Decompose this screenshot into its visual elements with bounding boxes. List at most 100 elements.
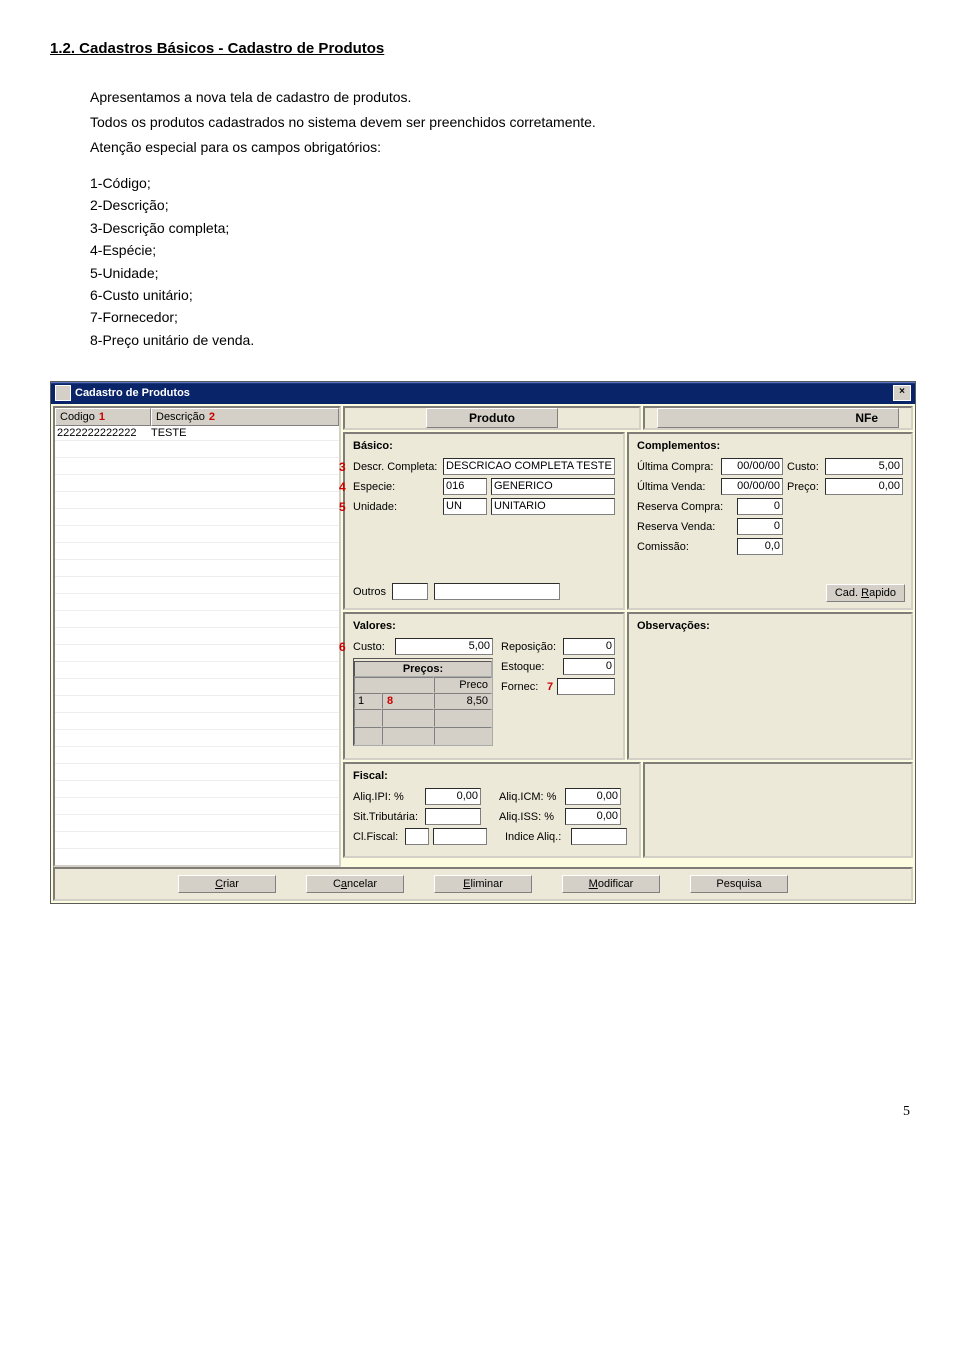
- section-title: 1.2. Cadastros Básicos - Cadastro de Pro…: [50, 40, 910, 57]
- descr-completa-label: Descr. Completa:: [353, 461, 439, 473]
- intro-line-1: Apresentamos a nova tela de cadastro de …: [90, 87, 910, 108]
- reserva-venda-value: 0: [737, 518, 783, 535]
- marker-8: 8: [387, 695, 393, 707]
- aliq-iss-label: Aliq.ISS: %: [499, 811, 561, 823]
- marker-1: 1: [99, 411, 105, 423]
- row-desc: TESTE: [149, 426, 339, 440]
- fornec-label: Fornec:: [501, 681, 543, 693]
- aliq-ipi-input[interactable]: 0,00: [425, 788, 481, 805]
- col-desc-label: Descrição: [156, 411, 205, 423]
- window-title: Cadastro de Produtos: [75, 387, 893, 399]
- especie-code-input[interactable]: 016: [443, 478, 487, 495]
- modificar-button[interactable]: Modificar: [562, 875, 660, 893]
- basico-panel: Básico: 3 Descr. Completa: DESCRICAO COM…: [343, 432, 625, 610]
- precos-header: Preços:: [354, 661, 492, 677]
- col-header-descricao[interactable]: Descrição 2: [151, 408, 339, 426]
- fiscal-spacer: [643, 762, 913, 858]
- tab-produto-panel: Produto: [343, 406, 641, 430]
- reserva-venda-label: Reserva Venda:: [637, 521, 733, 533]
- window-icon: [55, 385, 71, 401]
- fiscal-panel: Fiscal: Aliq.IPI: % 0,00 Aliq.ICM: % 0,0…: [343, 762, 641, 858]
- ultima-venda-label: Última Venda:: [637, 481, 717, 493]
- required-fields-list: 1-Código; 2-Descrição; 3-Descrição compl…: [90, 172, 910, 351]
- aliq-icm-input[interactable]: 0,00: [565, 788, 621, 805]
- cl-fiscal-input-1[interactable]: [405, 828, 429, 845]
- req-item-3: 3-Descrição completa;: [90, 217, 910, 239]
- tab-produto[interactable]: Produto: [426, 408, 558, 428]
- custo-label: Custo:: [353, 641, 391, 653]
- especie-label: Especie:: [353, 481, 439, 493]
- criar-button[interactable]: Criar: [178, 875, 276, 893]
- marker-2: 2: [209, 411, 215, 423]
- row-codigo: 2222222222222: [55, 426, 149, 440]
- estoque-label: Estoque:: [501, 661, 559, 673]
- req-item-8: 8-Preço unitário de venda.: [90, 329, 910, 351]
- custo-input[interactable]: 5,00: [395, 638, 493, 655]
- unidade-name-input[interactable]: UNITARIO: [491, 498, 615, 515]
- ultima-venda-value: 00/00/00: [721, 478, 783, 495]
- aliq-icm-label: Aliq.ICM: %: [499, 791, 561, 803]
- complementos-title: Complementos:: [637, 440, 903, 452]
- pesquisa-button[interactable]: Pesquisa: [690, 875, 788, 893]
- observacoes-panel: Observações:: [627, 612, 913, 760]
- marker-7: 7: [547, 681, 553, 693]
- ultima-compra-label: Última Compra:: [637, 461, 717, 473]
- comissao-label: Comissão:: [637, 541, 733, 553]
- unidade-code-input[interactable]: UN: [443, 498, 487, 515]
- cl-fiscal-input-2[interactable]: [433, 828, 487, 845]
- outros-input-1[interactable]: [392, 583, 428, 600]
- custo-c-label: Custo:: [787, 461, 821, 473]
- especie-name-input[interactable]: GENERICO: [491, 478, 615, 495]
- cad-rapido-button[interactable]: Cad. Rapido: [826, 584, 905, 602]
- req-item-7: 7-Fornecedor;: [90, 306, 910, 328]
- sit-trib-label: Sit.Tributária:: [353, 811, 421, 823]
- outros-input-2[interactable]: [434, 583, 560, 600]
- intro-line-2: Todos os produtos cadastrados no sistema…: [90, 112, 910, 133]
- col-header-codigo[interactable]: Codigo 1: [55, 408, 151, 426]
- req-item-6: 6-Custo unitário;: [90, 284, 910, 306]
- sit-trib-input[interactable]: [425, 808, 481, 825]
- tab-nfe[interactable]: NFe: [657, 408, 899, 428]
- indice-aliq-input[interactable]: [571, 828, 627, 845]
- req-item-2: 2-Descrição;: [90, 194, 910, 216]
- fiscal-title: Fiscal:: [353, 770, 631, 782]
- basico-title: Básico:: [353, 440, 615, 452]
- marker-4: 4: [339, 480, 346, 494]
- valores-panel: Valores: 6 Custo: 5,00 Preços:: [343, 612, 625, 760]
- eliminar-button[interactable]: Eliminar: [434, 875, 532, 893]
- preco-row-num: 1: [354, 693, 382, 709]
- comissao-value: 0,0: [737, 538, 783, 555]
- marker-3: 3: [339, 460, 346, 474]
- ultima-compra-value: 00/00/00: [721, 458, 783, 475]
- cancelar-button[interactable]: Cancelar: [306, 875, 404, 893]
- product-list-panel: Codigo 1 Descrição 2 2222222222222 TESTE: [53, 406, 341, 867]
- reserva-compra-label: Reserva Compra:: [637, 501, 733, 513]
- observacoes-title: Observações:: [637, 620, 903, 632]
- descr-completa-input[interactable]: DESCRICAO COMPLETA TESTE: [443, 458, 615, 475]
- button-bar: Criar Cancelar Eliminar Modificar Pesqui…: [53, 867, 913, 901]
- list-rows[interactable]: 2222222222222 TESTE: [55, 426, 339, 865]
- valores-title: Valores:: [353, 620, 615, 632]
- req-item-1: 1-Código;: [90, 172, 910, 194]
- reposicao-input[interactable]: 0: [563, 638, 615, 655]
- cl-fiscal-label: Cl.Fiscal:: [353, 831, 401, 843]
- list-row[interactable]: 2222222222222 TESTE: [55, 426, 339, 440]
- custo-c-value: 5,00: [825, 458, 903, 475]
- preco-c-value: 0,00: [825, 478, 903, 495]
- reposicao-label: Reposição:: [501, 641, 559, 653]
- col-codigo-label: Codigo: [60, 411, 95, 423]
- estoque-input[interactable]: 0: [563, 658, 615, 675]
- aliq-iss-input[interactable]: 0,00: [565, 808, 621, 825]
- marker-5: 5: [339, 500, 346, 514]
- aliq-ipi-label: Aliq.IPI: %: [353, 791, 421, 803]
- fornec-input[interactable]: [557, 678, 615, 695]
- titlebar[interactable]: Cadastro de Produtos ×: [51, 382, 915, 404]
- reserva-compra-value: 0: [737, 498, 783, 515]
- close-icon[interactable]: ×: [893, 385, 911, 401]
- indice-aliq-label: Indice Aliq.:: [505, 831, 567, 843]
- preco-row-value[interactable]: 8,50: [434, 693, 492, 709]
- page-number: 5: [50, 1104, 910, 1120]
- req-item-4: 4-Espécie;: [90, 239, 910, 261]
- intro-line-3: Atenção especial para os campos obrigató…: [90, 137, 910, 158]
- complementos-panel: Complementos: Última Compra: 00/00/00 Cu…: [627, 432, 913, 610]
